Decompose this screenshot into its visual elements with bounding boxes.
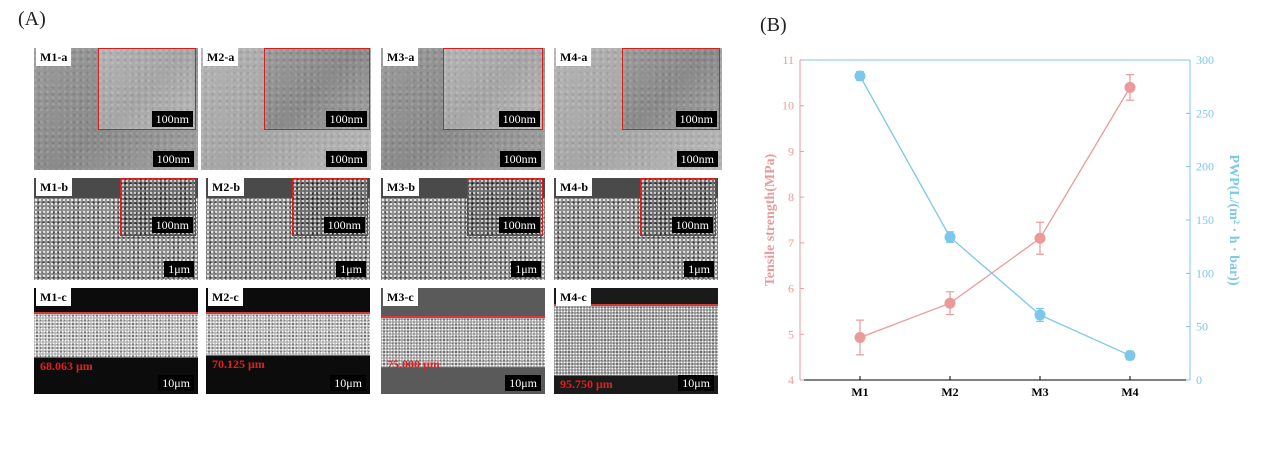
sem-tile-m4-a: 100nm M4-a 100nm [554,48,722,170]
right-axis-tick-label: 200 [1196,160,1214,174]
sem-image-grid: 100nm M1-a 100nm 100nm M2-a 100nm 100nm … [34,48,722,394]
inset-m4-b: 100nm [640,178,716,236]
left-axis-tick-label: 5 [788,327,794,341]
inset-scale-bar: 100nm [498,217,540,233]
scale-bar: 100nm [499,151,541,167]
left-axis-tick-label: 9 [788,144,794,158]
scale-bar: 1μm [684,261,714,277]
sem-tile-m4-b: 100nm M4-b 1μm [554,178,718,280]
thickness-label: 70.125 μm [212,357,265,371]
x-axis-tick-label: M4 [1121,385,1138,399]
inset-scale-bar: 100nm [151,217,193,233]
tensile-point [1034,232,1046,244]
sem-tile-m3-b: 100nm M3-b 1μm [381,178,545,280]
right-axis-tick-label: 250 [1196,106,1214,120]
tile-tag: M3-c [383,288,418,306]
scale-bar: 10μm [505,375,541,391]
inset-scale-bar: 100nm [325,111,367,127]
tensile-strength-line [859,87,1131,339]
sem-tile-m2-c: M2-c 70.125 μm 10μm [206,288,370,394]
inset-scale-bar: 100nm [151,111,193,127]
tile-tag: M1-c [36,288,71,306]
sem-tile-m1-a: 100nm M1-a 100nm [34,48,198,170]
inset-m3-b: 100nm [467,178,543,236]
scale-bar: 100nm [325,151,367,167]
scale-bar: 10μm [158,375,194,391]
sem-tile-m1-b: 100nm M1-b 1μm [34,178,198,280]
sem-tile-m3-c: M3-c 75.000 μm 10μm [381,288,545,394]
x-axis-tick-label: M3 [1031,385,1048,399]
inset-scale-bar: 100nm [323,217,365,233]
sem-tile-m3-a: 100nm M3-a 100nm [381,48,545,170]
thickness-label: 95.750 μm [560,377,613,391]
tensile-point [854,331,866,343]
tile-tag: M2-b [208,178,244,196]
left-axis-tick-label: 11 [782,53,794,67]
left-axis-tick-label: 4 [788,373,794,387]
tile-tag: M1-b [36,178,72,196]
inset-scale-bar: 100nm [498,111,540,127]
left-axis-tick-label: 10 [782,99,794,113]
right-axis-tick-label: 150 [1196,213,1214,227]
scale-bar: 100nm [152,151,194,167]
panel-a-label: (A) [18,8,46,30]
x-axis-tick-label: M2 [941,385,958,399]
right-axis-title: PWP(L/(m² · h · bar)) [1226,155,1241,286]
right-axis-tick-label: 300 [1196,53,1214,67]
inset-m1-a: 100nm [98,48,196,130]
inset-m1-b: 100nm [120,178,196,236]
tile-tag: M4-b [556,178,592,196]
thickness-label: 75.000 μm [387,357,440,371]
left-axis-tick-label: 8 [788,190,794,204]
inset-m3-a: 100nm [443,48,543,130]
tile-tag: M3-a [383,48,419,66]
pwp-line [859,75,1131,357]
sem-tile-m2-b: 100nm M2-b 1μm [206,178,370,280]
scale-bar: 1μm [511,261,541,277]
pwp-point [854,70,866,82]
tensile-point [944,297,956,309]
pwp-point [1124,349,1136,361]
inset-m4-a: 100nm [622,48,720,130]
tile-tag: M1-a [36,48,72,66]
panel-b-label: (B) [760,14,787,36]
inset-m2-b: 100nm [292,178,368,236]
scale-bar: 100nm [676,151,718,167]
thickness-label: 68.063 μm [40,359,93,373]
scale-bar: 1μm [336,261,366,277]
tensile-point [1124,81,1136,93]
tile-tag: M4-c [556,288,591,306]
left-axis-tick-label: 6 [788,282,794,296]
inset-scale-bar: 100nm [675,111,717,127]
tile-tag: M2-a [203,48,239,66]
left-axis-title: Tensile strength(MPa) [763,153,778,286]
right-axis-tick-label: 50 [1196,320,1208,334]
tile-tag: M4-a [556,48,592,66]
right-axis-tick-label: 100 [1196,266,1214,280]
inset-m2-a: 100nm [264,48,370,130]
pwp-point [1034,309,1046,321]
scale-bar: 10μm [330,375,366,391]
sem-tile-m4-c: M4-c 95.750 μm 10μm [554,288,718,394]
tile-tag: M2-c [208,288,243,306]
right-axis-tick-label: 0 [1196,373,1202,387]
inset-scale-bar: 100nm [671,217,713,233]
x-axis-tick-label: M1 [851,385,868,399]
sem-tile-m2-a: 100nm M2-a 100nm [201,48,371,170]
pwp-point [944,231,956,243]
scale-bar: 10μm [678,375,714,391]
scale-bar: 1μm [164,261,194,277]
tile-tag: M3-b [383,178,419,196]
left-axis-tick-label: 7 [788,236,794,250]
dual-axis-line-chart: 4 5 6 7 8 9 10 11 0 50 100 150 200 250 300 M1 M2 M3 M4 Tens… [763,53,1241,399]
sem-tile-m1-c: M1-c 68.063 μm 10μm [34,288,198,394]
